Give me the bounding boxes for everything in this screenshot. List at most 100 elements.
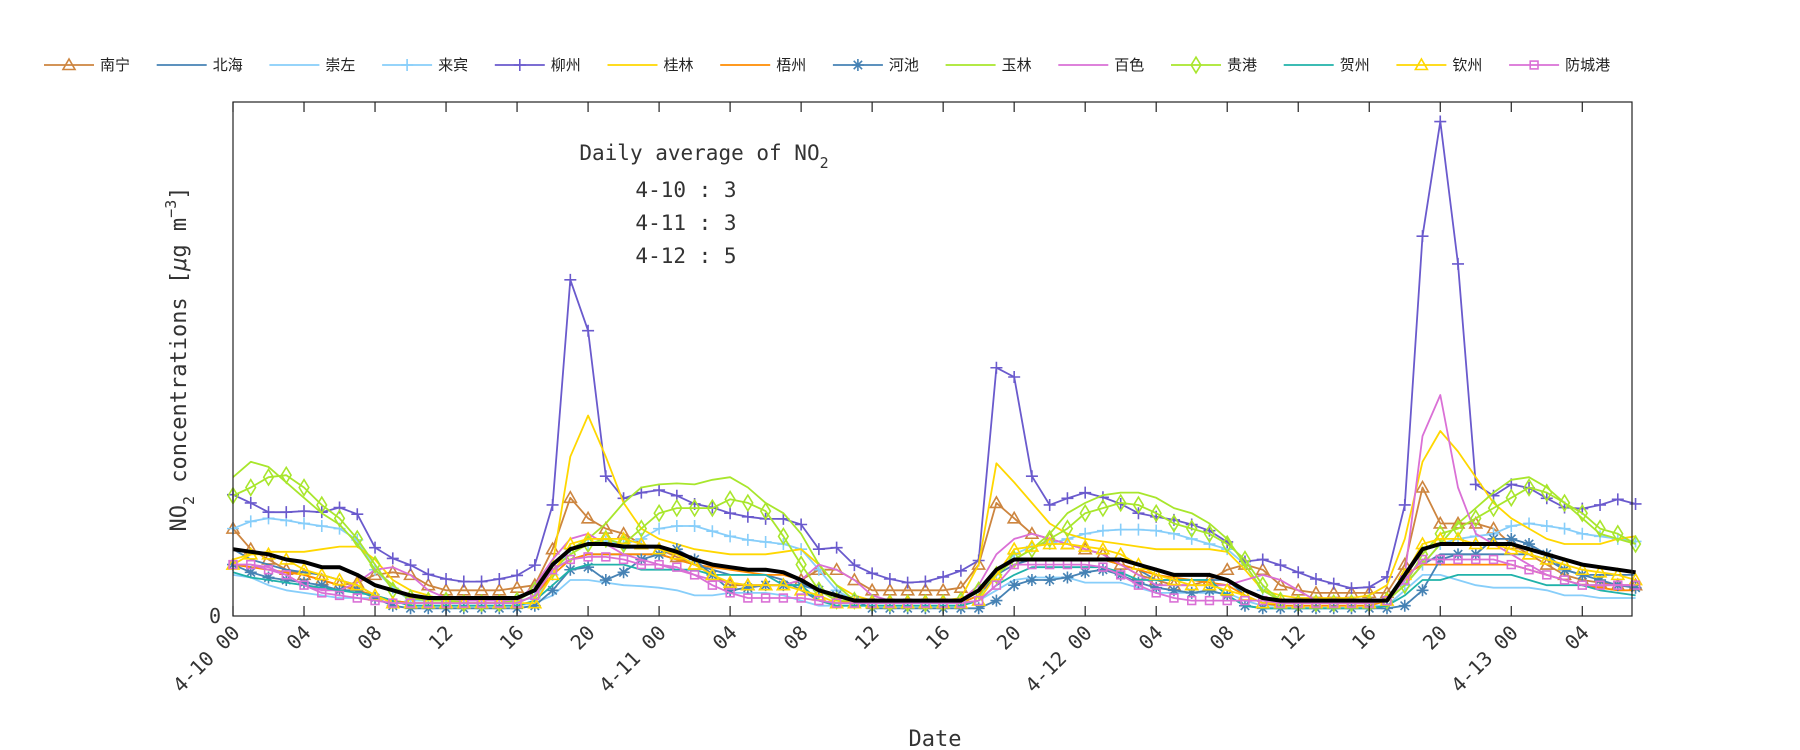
plus-marker — [724, 507, 737, 520]
x-tick-label: 04 — [282, 621, 316, 655]
annotation-line-1: 4-10 : 3 — [635, 178, 736, 202]
square-marker — [1240, 595, 1250, 606]
plus-marker — [937, 570, 950, 583]
asterisk-marker — [990, 594, 1003, 607]
square-marker — [1417, 554, 1428, 565]
plus-marker — [1363, 581, 1376, 594]
legend-label: 梧州 — [776, 56, 806, 74]
plus-marker — [280, 506, 293, 519]
plus-marker — [1398, 498, 1411, 511]
square-marker — [263, 565, 274, 575]
legend-label: 贵港 — [1227, 56, 1257, 74]
plus-marker — [298, 517, 311, 530]
asterisk-marker — [1150, 581, 1163, 594]
x-tick-label: 4-12 00 — [1020, 621, 1097, 698]
x-tick-label: 08 — [779, 621, 813, 655]
legend-label: 钦州 — [1452, 56, 1482, 74]
triangle-marker — [1166, 572, 1182, 586]
asterisk-marker — [582, 561, 595, 574]
plus-marker — [475, 575, 488, 588]
diamond-marker — [262, 467, 275, 487]
plus-marker — [653, 484, 666, 497]
square-marker — [583, 552, 593, 562]
triangle-marker — [971, 556, 987, 570]
square-marker — [1524, 565, 1534, 575]
legend-item: 北海 — [156, 56, 243, 74]
triangle-marker — [61, 57, 77, 71]
square-marker — [1204, 595, 1215, 606]
plus-marker — [1096, 524, 1109, 537]
plus-marker — [457, 575, 470, 588]
diamond-marker — [1523, 478, 1535, 497]
x-tick-label: 20 — [992, 621, 1026, 655]
legend-label: 崇左 — [325, 56, 355, 74]
triangle-marker — [722, 574, 738, 588]
plus-marker — [262, 506, 275, 519]
annotation-line-3: 4-12 : 5 — [635, 244, 736, 268]
plus-marker — [706, 525, 719, 538]
square-marker — [618, 554, 629, 565]
triangle-marker — [1592, 564, 1608, 578]
square-marker — [760, 593, 771, 603]
diamond-marker — [1452, 519, 1464, 538]
square-marker — [1471, 554, 1481, 565]
series-贺州 — [232, 563, 1636, 610]
plus-marker — [1611, 493, 1624, 506]
legend-item: 河池 — [832, 56, 919, 74]
square-marker — [1577, 580, 1587, 590]
x-tick-label: 20 — [566, 621, 600, 655]
legend-label: 贺州 — [1340, 56, 1370, 74]
asterisk-marker — [724, 584, 737, 597]
square-marker — [973, 595, 984, 606]
triangle-marker — [1060, 536, 1075, 550]
square-marker — [405, 598, 416, 608]
diamond-marker — [245, 478, 257, 497]
asterisk-marker — [1416, 584, 1429, 597]
diamond-marker — [671, 498, 683, 518]
triangle-marker — [740, 577, 756, 591]
plus-marker — [901, 576, 914, 589]
plus-marker — [1558, 522, 1571, 535]
diamond-marker — [1132, 495, 1145, 515]
plus-marker — [493, 572, 506, 585]
asterisk-marker — [1452, 548, 1465, 561]
plus-marker — [1132, 523, 1145, 536]
diamond-marker — [1434, 524, 1446, 544]
square-marker — [334, 590, 345, 601]
legend-item: 桂林 — [607, 56, 694, 74]
plus-marker — [546, 498, 559, 511]
square-marker — [370, 595, 380, 606]
square-marker — [778, 593, 789, 603]
plus-marker — [528, 559, 541, 572]
diamond-marker — [1185, 519, 1198, 538]
plus-marker — [741, 533, 754, 546]
square-marker — [743, 593, 753, 603]
plus-marker — [1025, 470, 1038, 483]
plus-marker — [599, 470, 612, 483]
asterisk-marker — [1505, 532, 1518, 545]
y-tick-label: 0 — [209, 604, 221, 628]
triangle-marker — [1539, 551, 1555, 565]
triangle-marker — [1557, 556, 1572, 570]
plus-marker — [369, 541, 382, 554]
plus-marker — [954, 564, 967, 577]
series-line — [233, 394, 1636, 602]
triangle-marker — [385, 564, 401, 578]
legend-label: 河池 — [889, 56, 919, 74]
plus-marker — [1079, 527, 1092, 540]
triangle-marker — [1024, 538, 1040, 552]
asterisk-marker — [546, 584, 559, 597]
x-tick-label: 20 — [1418, 621, 1452, 655]
asterisk-marker — [1594, 574, 1607, 587]
legend-item: 防城港 — [1509, 56, 1610, 74]
square-marker — [672, 562, 682, 572]
diamond-marker — [1221, 534, 1233, 554]
plus-marker — [351, 508, 364, 521]
triangle-marker — [758, 577, 773, 591]
asterisk-marker — [1096, 563, 1109, 576]
diamond-marker — [759, 501, 772, 521]
asterisk-marker — [1025, 574, 1038, 587]
plus-marker — [1540, 492, 1553, 505]
x-tick-label: 12 — [1276, 621, 1310, 655]
diamond-marker — [777, 527, 790, 546]
